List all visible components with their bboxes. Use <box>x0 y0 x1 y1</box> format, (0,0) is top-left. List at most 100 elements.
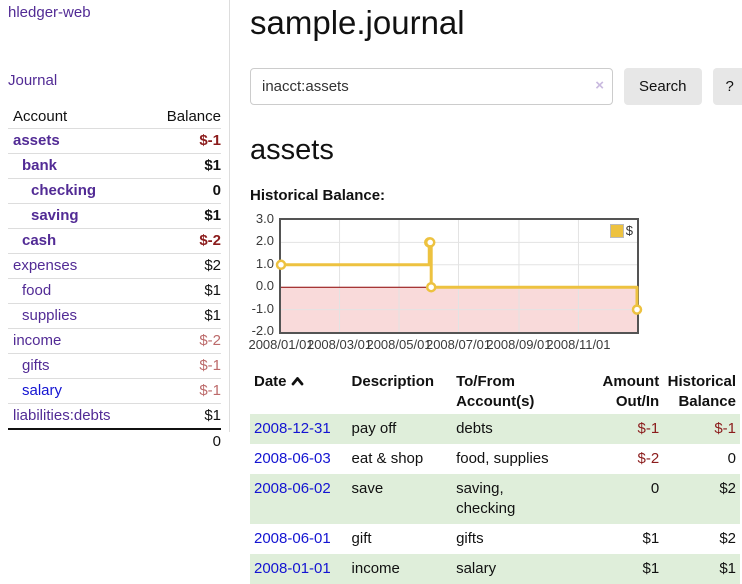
accounts-total-balance: 0 <box>147 428 221 454</box>
account-row: food $1 <box>8 278 221 304</box>
register-amount: $-1 <box>637 420 660 437</box>
y-axis-tick-label: 1.0 <box>255 255 274 271</box>
search-field-wrap: × <box>250 68 613 105</box>
register-column-header: Amount Out/In <box>602 373 660 410</box>
legend-swatch-icon <box>609 223 624 238</box>
account-heading: assets <box>250 134 334 166</box>
register-column-header: Description <box>351 373 435 390</box>
register-balance: 0 <box>727 450 736 467</box>
register-date-link[interactable]: 2008-06-02 <box>254 480 331 497</box>
accounts-header-balance: Balance <box>147 105 221 129</box>
register-balance: $1 <box>719 560 736 577</box>
register-amount: $1 <box>642 560 660 577</box>
register-row: 2008-12-31 pay off debts $-1 $-1 <box>250 414 740 444</box>
search-form: × Search ? <box>250 68 742 105</box>
app-title-link[interactable]: hledger-web <box>8 4 91 21</box>
account-link[interactable]: liabilities:debts <box>13 407 111 424</box>
account-link[interactable]: supplies <box>22 307 78 324</box>
y-axis-tick-label: 2.0 <box>255 233 274 249</box>
account-row: bank $1 <box>8 153 221 179</box>
register-balance: $2 <box>719 480 736 497</box>
account-row: cash $-2 <box>8 228 221 254</box>
register-row: 2008-06-01 gift gifts $1 $2 <box>250 524 740 554</box>
register-row: 2008-01-01 income salary $1 $1 <box>250 554 740 584</box>
x-axis-tick-label: 2008/07/01 <box>425 337 492 352</box>
y-axis-tick-label: -1.0 <box>251 300 274 316</box>
account-row: assets $-1 <box>8 129 221 154</box>
account-link[interactable]: salary <box>22 382 63 399</box>
register-description: pay off <box>351 420 397 437</box>
account-row: income $-2 <box>8 328 221 354</box>
x-axis-tick-label: 2008/09/01 <box>486 337 552 352</box>
register-amount: 0 <box>650 480 660 497</box>
page-title: sample.journal <box>250 4 465 41</box>
register-date-link[interactable]: 2008-01-01 <box>254 560 331 577</box>
account-balance: $-2 <box>147 228 221 254</box>
account-balance: $2 <box>147 253 221 279</box>
account-link[interactable]: gifts <box>22 357 50 374</box>
register-row: 2008-06-02 save saving, checking 0 $2 <box>250 474 740 524</box>
register-column-header: Historical Balance <box>667 373 736 410</box>
account-balance: $-1 <box>147 353 221 379</box>
register-accounts: food, supplies <box>456 450 549 467</box>
account-balance: $1 <box>147 303 221 329</box>
account-row: liabilities:debts $1 <box>8 403 221 429</box>
register-date-link[interactable]: 2008-12-31 <box>254 420 331 437</box>
sidebar: hledger-web Journal Account Balance asse… <box>0 0 230 454</box>
y-axis-tick-label: 0.0 <box>255 278 274 294</box>
account-balance: $1 <box>147 403 221 429</box>
register-description: gift <box>351 530 372 547</box>
register-row: 2008-06-03 eat & shop food, supplies $-2 0 <box>250 444 740 474</box>
register-amount: $1 <box>642 530 660 547</box>
register-header-row: Date Description To/From Account(s) Amount … <box>250 370 740 414</box>
account-link[interactable]: cash <box>22 232 57 249</box>
accounts-total-row: 0 <box>8 428 221 454</box>
register-date-link[interactable]: 2008-06-01 <box>254 530 331 547</box>
account-balance: $1 <box>147 203 221 229</box>
register-description: eat & shop <box>351 450 424 467</box>
register-accounts: gifts <box>456 530 484 547</box>
register-accounts: saving, checking <box>456 480 516 517</box>
spacer <box>8 428 148 454</box>
account-row: checking 0 <box>8 178 221 204</box>
account-link[interactable]: assets <box>13 132 60 149</box>
account-row: saving $1 <box>8 203 221 229</box>
register-date-link[interactable]: 2008-06-03 <box>254 450 331 467</box>
y-axis-tick-label: -2.0 <box>251 323 274 338</box>
register-column-header[interactable]: Date <box>250 370 348 414</box>
clear-search-icon[interactable]: × <box>595 77 604 94</box>
x-axis-tick-label: 2008/11/01 <box>546 337 611 352</box>
register-balance: $2 <box>719 530 736 547</box>
x-axis-tick-label: 2008/03/01 <box>306 337 373 352</box>
account-balance: $1 <box>147 153 221 179</box>
account-balance: $-1 <box>199 132 221 149</box>
legend-label: $ <box>625 223 633 238</box>
account-link[interactable]: food <box>22 282 52 299</box>
register-accounts: salary <box>456 560 497 577</box>
account-link[interactable]: saving <box>31 207 79 224</box>
search-input[interactable] <box>250 68 613 105</box>
main-content: sample.journal × Search ? assets Histori… <box>248 0 742 584</box>
historical-balance-chart: 3.0 2.0 1.0 0.0 -1.0 -2.0 $2008/01/01 2008/03/0… <box>248 211 650 355</box>
account-row: salary $-1 <box>8 378 221 404</box>
search-help-button[interactable]: ? <box>712 68 742 105</box>
accounts-header-row: Account Balance <box>8 105 221 129</box>
sidebar-item-journal[interactable]: Journal <box>8 72 58 89</box>
account-link[interactable]: bank <box>22 157 58 174</box>
register-amount: $-2 <box>637 450 660 467</box>
account-row: supplies $1 <box>8 303 221 329</box>
x-axis-tick-label: 2008/01/01 <box>248 337 314 352</box>
account-link[interactable]: income <box>13 332 62 349</box>
x-axis-tick-label: 2008/05/01 <box>366 337 432 352</box>
register-accounts: debts <box>456 420 493 437</box>
register-description: save <box>351 480 384 497</box>
account-row: expenses $2 <box>8 253 221 279</box>
accounts-table: Account Balance assets $-1 bank $1 checking 0… <box>8 105 221 454</box>
accounts-header-account: Account <box>8 105 148 129</box>
search-button[interactable]: Search <box>624 68 702 105</box>
account-link[interactable]: expenses <box>13 257 78 274</box>
account-balance: $-2 <box>147 328 221 354</box>
sort-ascending-icon <box>291 377 303 386</box>
account-balance: $1 <box>147 278 221 304</box>
account-link[interactable]: checking <box>31 182 97 199</box>
